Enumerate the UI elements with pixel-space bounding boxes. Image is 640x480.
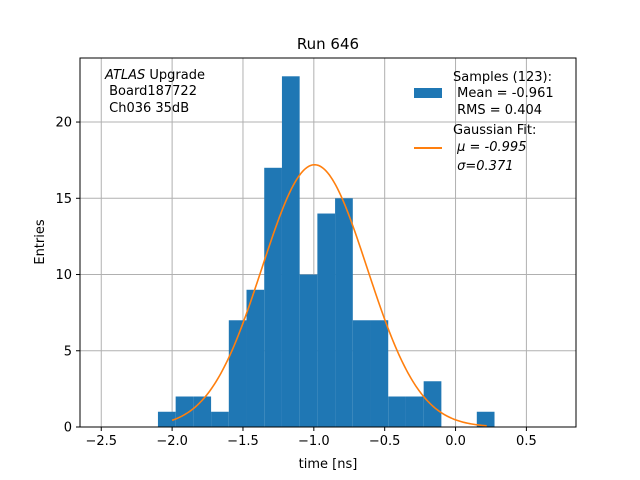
- gaussian-fit-curve: [171, 163, 487, 427]
- histogram-bar-18: [476, 411, 495, 427]
- histogram-bar-14: [405, 396, 424, 427]
- histogram-bar-3: [211, 411, 229, 427]
- y-tick-label-0: 0: [64, 421, 72, 436]
- annotation-atlas: ATLAS: [104, 68, 145, 83]
- legend-fit-line3: σ=0.371: [453, 159, 513, 174]
- x-axis-ticks: −2.5 −2.0 −1.5 −1.0 −0.5 0.0 0.5: [85, 427, 537, 449]
- histogram-bar-10: [335, 198, 353, 427]
- histogram-bar-5: [246, 289, 265, 427]
- y-tick-label-3: 15: [55, 192, 72, 207]
- annotation-line-2: Board187722: [105, 84, 197, 99]
- plot-frame: [79, 57, 577, 428]
- annotation-line-1: ATLAS Upgrade: [104, 68, 205, 83]
- chart-title: Run 646: [297, 35, 359, 53]
- histogram-bar-11: [352, 320, 371, 427]
- annotation-line-3: Ch036 35dB: [105, 101, 189, 116]
- gaussian-fit-path: [171, 163, 487, 427]
- x-tick-label-6: 0.5: [516, 434, 537, 449]
- legend-samples-line1: Samples (123):: [453, 70, 552, 85]
- x-tick-label-5: 0.0: [445, 434, 466, 449]
- histogram-bar-12: [370, 320, 389, 427]
- legend-fit-line1: Gaussian Fit:: [453, 123, 536, 138]
- legend-fit-line2: μ = -0.995: [453, 140, 526, 155]
- legend: Samples (123): Mean = -0.961 RMS = 0.404…: [414, 70, 554, 174]
- y-tick-label-2: 10: [55, 268, 72, 283]
- histogram-bar-13: [388, 396, 406, 427]
- histogram-bar-9: [317, 213, 336, 427]
- x-tick-label-1: −2.0: [156, 434, 188, 449]
- histogram-bar-1: [175, 396, 194, 427]
- x-tick-label-3: −1.0: [298, 434, 330, 449]
- legend-samples-line3: RMS = 0.404: [453, 103, 542, 118]
- annotation-upgrade: Upgrade: [145, 68, 205, 83]
- x-tick-label-4: −0.5: [369, 434, 401, 449]
- y-axis-ticks: 0 5 10 15 20: [55, 116, 80, 436]
- histogram-bar-15: [423, 381, 442, 427]
- y-tick-label-4: 20: [55, 116, 72, 131]
- y-axis-label: Entries: [33, 219, 48, 265]
- histogram-bar-0: [157, 411, 176, 427]
- legend-samples-line2: Mean = -0.961: [453, 86, 554, 101]
- legend-samples-swatch: [414, 88, 442, 98]
- histogram-bar-6: [264, 167, 282, 427]
- annotation-block: ATLAS Upgrade Board187722 Ch036 35dB: [104, 68, 205, 116]
- histogram-bar-7: [281, 76, 300, 428]
- x-tick-label-2: −1.5: [227, 434, 259, 449]
- histogram-bar-8: [299, 274, 318, 427]
- x-axis-label: time [ns]: [299, 457, 358, 472]
- x-tick-label-0: −2.5: [85, 434, 117, 449]
- y-tick-label-1: 5: [64, 344, 72, 359]
- histogram-bars: [157, 76, 495, 428]
